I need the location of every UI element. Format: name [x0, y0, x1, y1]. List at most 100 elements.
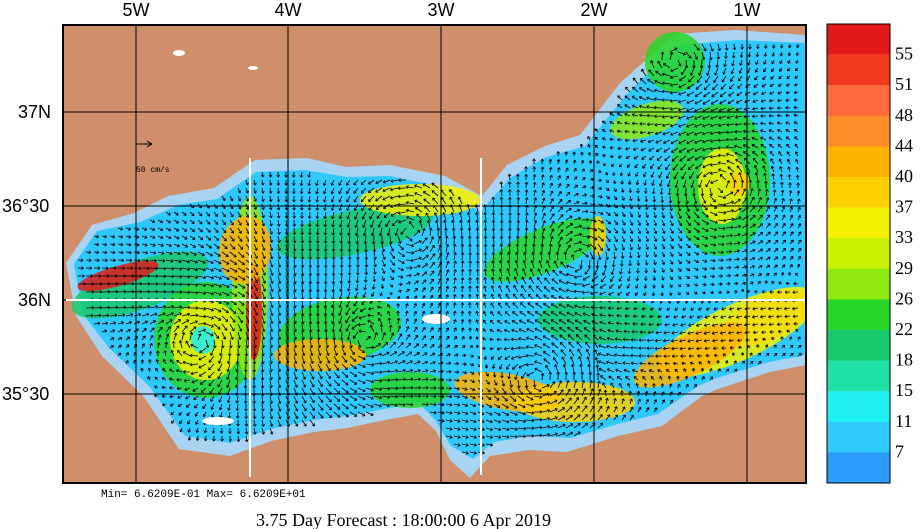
current-vector-head [779, 62, 783, 65]
current-vector-head [762, 78, 766, 80]
current-vector-head [724, 56, 727, 59]
current-vector-head [777, 93, 781, 95]
current-vector [717, 43, 721, 51]
current-vector-head [795, 52, 798, 56]
current-vector [736, 99, 743, 104]
current-vector-head [696, 56, 699, 60]
current-vector-head [740, 63, 743, 66]
current-vector [695, 83, 703, 90]
current-vector-head [710, 101, 713, 105]
current-vector [670, 75, 679, 79]
current-vector-head [646, 97, 649, 100]
current-vector [654, 98, 663, 101]
current-vector-head [695, 86, 698, 90]
current-vector-head [730, 80, 733, 82]
current-vector [714, 67, 719, 76]
current-vectors [77, 43, 802, 455]
current-vector [740, 51, 743, 58]
current-vector-head [690, 73, 694, 76]
current-vector [762, 75, 767, 80]
current-vector-head [717, 48, 721, 51]
current-vector-head [729, 87, 733, 90]
current-vector [717, 139, 727, 141]
current-vector-head [660, 51, 663, 55]
current-vector-head [639, 104, 642, 107]
current-vector-head [763, 46, 766, 49]
current-vector [733, 43, 736, 50]
current-vector [655, 70, 663, 77]
current-vector-head [785, 100, 789, 103]
current-vector [661, 107, 671, 109]
current-vector [787, 67, 791, 72]
current-vector [617, 95, 623, 101]
current-vector-head [794, 75, 797, 79]
current-vector-head [755, 61, 757, 65]
current-vector [752, 99, 759, 103]
current-vector-head [648, 69, 652, 71]
current-vector [657, 60, 663, 69]
current-vector-head [748, 54, 752, 58]
current-vector-head [703, 49, 706, 52]
current-vector [631, 95, 639, 101]
current-vector-head [669, 75, 673, 78]
current-vector [701, 43, 707, 52]
current-vector [687, 83, 695, 90]
current-vector [640, 78, 647, 85]
current-vector-head [771, 45, 774, 49]
current-vector-head [793, 90, 797, 94]
current-vector-head [761, 101, 764, 103]
current-vector [670, 91, 679, 94]
current-vector-head [697, 81, 700, 83]
current-vector-head [669, 51, 673, 55]
current-vector-head [669, 84, 673, 87]
current-vector-head [696, 49, 700, 51]
current-speed-patch [276, 204, 434, 260]
current-vector-head [708, 57, 712, 61]
current-vector [679, 75, 687, 81]
current-vector-head [686, 65, 689, 69]
current-vector-head [176, 246, 180, 248]
current-vector-head [769, 98, 772, 102]
current-vector-head [650, 60, 652, 64]
current-speed-patch [484, 218, 606, 282]
current-vector-head [686, 102, 690, 105]
current-vector [712, 83, 719, 91]
current-vector-head [661, 98, 665, 101]
current-vector [785, 91, 791, 94]
current-vector-head [760, 99, 764, 102]
current-vector [333, 267, 335, 276]
current-vector [681, 67, 687, 75]
current-speed-patch [191, 326, 215, 354]
current-vector-head [686, 100, 689, 104]
current-vector-head [703, 57, 706, 60]
current-vector-head [152, 229, 155, 232]
current-vector-head [777, 100, 781, 103]
current-vector [705, 75, 711, 83]
current-vector [748, 51, 751, 58]
current-vector [654, 80, 663, 85]
current-vector-head [731, 55, 734, 59]
current-vector-head [702, 101, 705, 105]
current-vector-head [755, 54, 758, 57]
current-vector [678, 83, 687, 88]
current-vector-head [771, 62, 775, 65]
current-vector-head [765, 46, 768, 49]
current-vector-head [793, 98, 797, 101]
current-vector [732, 59, 735, 67]
current-vector-head [744, 99, 747, 103]
current-vector-head [771, 70, 775, 72]
current-vector [670, 83, 679, 86]
current-vector-head [338, 199, 340, 203]
current-vector-head [704, 88, 708, 91]
current-vector [702, 99, 711, 105]
current-vector [678, 99, 687, 103]
current-vector-head [757, 46, 760, 50]
current-vector-head [654, 88, 657, 91]
current-vector-head [653, 105, 657, 108]
current-vector-head [797, 45, 800, 49]
current-vector-head [731, 63, 733, 67]
current-vector [778, 83, 783, 87]
current-vector-head [770, 76, 772, 80]
current-vector-head [694, 150, 698, 153]
current-vector [722, 67, 727, 75]
